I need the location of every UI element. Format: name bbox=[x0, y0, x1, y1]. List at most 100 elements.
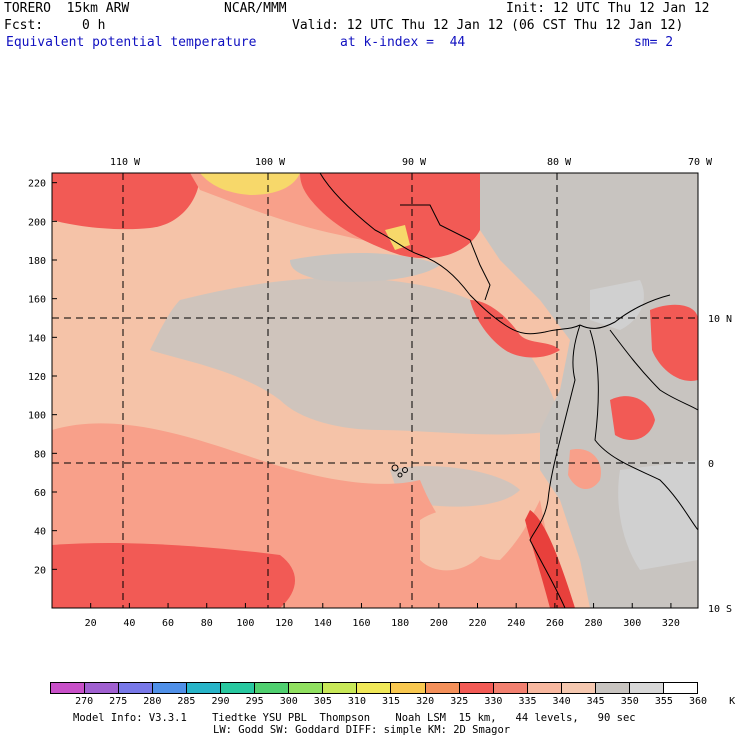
coastline-pacific-central-america bbox=[319, 173, 581, 335]
y-tick-label: 160 bbox=[28, 295, 46, 306]
colorbar-swatch bbox=[85, 683, 120, 693]
colorbar-label: 355 bbox=[654, 696, 673, 707]
x-tick-label: 280 bbox=[585, 618, 603, 629]
colorbar-swatch bbox=[323, 683, 358, 693]
colorbar-swatch bbox=[629, 683, 664, 693]
longitude-label: 70 W bbox=[688, 157, 713, 168]
longitude-label: 110 W bbox=[110, 157, 141, 168]
field-red-central-america bbox=[300, 173, 480, 259]
y-tick-label: 220 bbox=[28, 179, 46, 190]
coastline-caribbean bbox=[400, 204, 491, 301]
colorbar-label: 310 bbox=[347, 696, 366, 707]
y-tick-label: 60 bbox=[34, 488, 46, 499]
colorbar-swatch bbox=[221, 683, 256, 693]
field-pink-island bbox=[420, 509, 490, 571]
field-salmon-ecuador bbox=[568, 449, 601, 490]
colorbar-label: 335 bbox=[518, 696, 537, 707]
field-red-southwest bbox=[52, 543, 295, 608]
field-red-colombia-west bbox=[610, 396, 655, 440]
field-yellow-mexico bbox=[200, 173, 300, 195]
field-gray-center bbox=[150, 277, 560, 435]
colorbar-label: K bbox=[729, 696, 736, 707]
colorbar-swatch bbox=[561, 683, 596, 693]
colorbar-swatch bbox=[51, 683, 86, 693]
colorbar-label: 290 bbox=[211, 696, 230, 707]
x-tick-label: 220 bbox=[468, 618, 486, 629]
x-tick-label: 80 bbox=[201, 618, 213, 629]
galapagos-island bbox=[402, 467, 408, 473]
galapagos-island bbox=[397, 472, 403, 478]
colorbar-label: 315 bbox=[382, 696, 401, 707]
y-tick-label: 140 bbox=[28, 333, 46, 344]
y-tick-label: 120 bbox=[28, 372, 46, 383]
colorbar-label: 285 bbox=[177, 696, 196, 707]
coastlines bbox=[319, 173, 698, 608]
coastline-south-america-west bbox=[529, 324, 581, 608]
longitude-label: 80 W bbox=[547, 157, 572, 168]
border-venezuela bbox=[609, 329, 698, 411]
coastline-north-colombia bbox=[579, 294, 671, 329]
y-tick-label: 100 bbox=[28, 411, 46, 422]
x-tick-label: 100 bbox=[236, 618, 254, 629]
field-red-venezuela bbox=[650, 304, 698, 381]
border-andes bbox=[589, 329, 698, 531]
colorbar-swatch bbox=[187, 683, 222, 693]
colorbar-label: 295 bbox=[245, 696, 264, 707]
latitude-label: 0 bbox=[708, 459, 714, 470]
colorbar-labels: 270 275 280 285 290 295 300 305 310 315 320 325 330 3… bbox=[50, 696, 735, 708]
galapagos-island bbox=[391, 464, 399, 472]
x-tick-label: 260 bbox=[546, 618, 564, 629]
y-tick-label: 180 bbox=[28, 256, 46, 267]
colorbar-label: 275 bbox=[109, 696, 128, 707]
colorbar-swatch bbox=[391, 683, 426, 693]
colorbar-label: 340 bbox=[552, 696, 571, 707]
y-tick-label: 80 bbox=[34, 449, 46, 460]
x-tick-label: 300 bbox=[623, 618, 641, 629]
level-label: at k-index = 44 bbox=[340, 35, 466, 50]
colorbar-label: 325 bbox=[450, 696, 469, 707]
colorbar-swatch bbox=[527, 683, 562, 693]
colorbar-label: 320 bbox=[416, 696, 435, 707]
colorbar-swatch bbox=[459, 683, 494, 693]
center-label: NCAR/MMM bbox=[224, 1, 287, 16]
x-tick-label: 160 bbox=[352, 618, 370, 629]
map-panel: 20 40 60 80 100 120 140 160 180 200 220 240 260 280 30… bbox=[0, 150, 740, 630]
forecast-label: Fcst: bbox=[4, 18, 44, 33]
field-red-costa-rica bbox=[470, 300, 560, 358]
model-info: Model Info: V3.3.1 Tiedtke YSU PBL Thomp… bbox=[73, 712, 636, 724]
colorbar-swatch bbox=[663, 683, 697, 693]
map-fields bbox=[52, 173, 698, 608]
y-tick-label: 20 bbox=[34, 565, 46, 576]
model-title: TORERO 15km ARW bbox=[4, 1, 130, 16]
latitude-label: 10 S bbox=[708, 604, 732, 615]
colorbar-label: 280 bbox=[143, 696, 162, 707]
plot-frame bbox=[51, 172, 699, 609]
x-tick-label: 140 bbox=[314, 618, 332, 629]
map-plot: 20 40 60 80 100 120 140 160 180 200 220 240 260 280 30… bbox=[28, 157, 732, 629]
forecast-hour: 0 h bbox=[82, 18, 106, 33]
x-tick-label: 40 bbox=[123, 618, 135, 629]
x-tick-label: 200 bbox=[430, 618, 448, 629]
field-yellow-highland bbox=[385, 225, 410, 250]
colorbar-swatch bbox=[119, 683, 154, 693]
colorbar-label: 360 bbox=[688, 696, 708, 707]
x-tick-label: 240 bbox=[507, 618, 525, 629]
colorbar-swatch bbox=[425, 683, 460, 693]
colorbar-swatch bbox=[595, 683, 630, 693]
colorbar-swatch bbox=[493, 683, 528, 693]
colorbar bbox=[50, 682, 698, 694]
colorbar-swatch bbox=[289, 683, 324, 693]
y-tick-label: 40 bbox=[34, 527, 46, 538]
graticule bbox=[52, 173, 698, 608]
x-tick-label: 20 bbox=[85, 618, 97, 629]
colorbar-label: 345 bbox=[586, 696, 605, 707]
colorbar-label: 330 bbox=[484, 696, 503, 707]
x-tick-label: 180 bbox=[391, 618, 409, 629]
init-time: Init: 12 UTC Thu 12 Jan 12 bbox=[506, 1, 710, 16]
colorbar-swatch bbox=[357, 683, 392, 693]
field-red-northwest bbox=[52, 173, 200, 230]
longitude-label: 90 W bbox=[402, 157, 427, 168]
y-tick-label: 200 bbox=[28, 217, 46, 228]
colorbar-label: 305 bbox=[313, 696, 332, 707]
colorbar-label: 300 bbox=[279, 696, 298, 707]
